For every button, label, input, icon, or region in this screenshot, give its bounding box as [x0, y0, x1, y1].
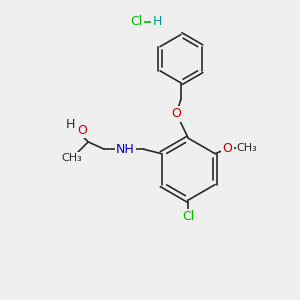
Text: O: O: [223, 142, 232, 155]
Text: O: O: [172, 107, 182, 120]
Text: CH₃: CH₃: [61, 153, 82, 163]
Text: Cl: Cl: [130, 15, 143, 28]
Text: Cl: Cl: [182, 210, 194, 223]
Text: H: H: [66, 118, 75, 131]
Text: O: O: [77, 124, 87, 137]
Text: NH: NH: [116, 143, 135, 156]
Text: CH₃: CH₃: [237, 143, 257, 153]
Text: H: H: [153, 15, 162, 28]
